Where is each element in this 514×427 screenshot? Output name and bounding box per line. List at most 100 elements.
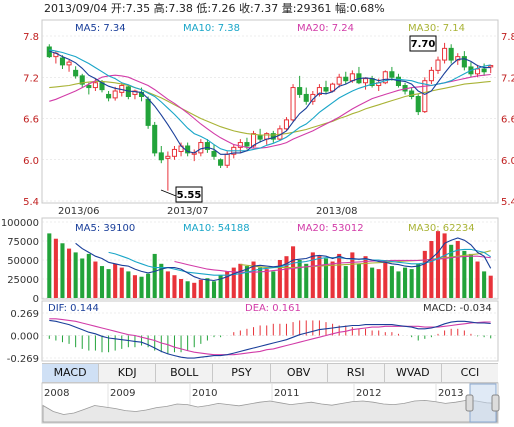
volume-bar xyxy=(86,253,91,298)
tab-obv[interactable]: OBV xyxy=(271,364,328,382)
volume-bar xyxy=(159,263,164,298)
volume-tick: 0 xyxy=(33,294,39,305)
candle-body xyxy=(92,82,98,89)
volume-bar xyxy=(363,256,368,298)
volume-bar xyxy=(330,261,335,298)
price-axis-right: 7.8 7.2 6.6 6.0 5.4 xyxy=(501,32,514,208)
low-annotation: 5.55 xyxy=(177,190,202,201)
candle-body xyxy=(132,90,138,95)
candle-body xyxy=(435,59,441,71)
candle-body xyxy=(488,65,494,68)
volume-label: 量: xyxy=(281,2,297,15)
macd-tick: 0.269 xyxy=(10,309,39,320)
volume-bar xyxy=(376,269,381,298)
volume-bar xyxy=(132,275,137,298)
volume-bar xyxy=(119,267,124,298)
low-value: 7.26 xyxy=(211,2,236,15)
volume-bar xyxy=(146,273,151,298)
volume-bar xyxy=(99,266,105,298)
dif-label: DIF: 0.144 xyxy=(48,303,99,314)
price-ma5-line xyxy=(49,50,491,155)
macd-panel[interactable] xyxy=(41,300,499,362)
price-tick-right: 7.8 xyxy=(501,32,514,43)
volume-bar xyxy=(284,256,289,298)
volume-bar xyxy=(462,250,467,298)
dea-label: DEA: 0.161 xyxy=(245,303,301,314)
volume-bar xyxy=(205,278,210,298)
overview-right-handle[interactable] xyxy=(491,394,500,412)
volume-ma-lines xyxy=(75,237,492,282)
volume-tick: 100000 xyxy=(1,218,39,229)
close-value: 7.37 xyxy=(253,2,279,15)
candle-body xyxy=(158,152,164,161)
volume-bar xyxy=(317,256,322,298)
date-label-2: 2013/07 xyxy=(167,206,209,217)
volume-bar xyxy=(389,266,394,298)
high-annotation: 7.70 xyxy=(411,39,436,50)
price-ma10-line xyxy=(49,49,491,152)
macd-lines xyxy=(49,318,491,359)
volume-bar xyxy=(356,263,361,298)
volume-tick: 50000 xyxy=(7,256,39,267)
volume-bar xyxy=(488,275,493,298)
tab-kdj[interactable]: KDJ xyxy=(99,364,157,382)
close-label: 收: xyxy=(239,2,254,15)
open-value: 7.35 xyxy=(125,2,151,15)
volume-bar xyxy=(258,267,263,298)
tab-rsi[interactable]: RSI xyxy=(328,364,385,382)
volume-bar xyxy=(383,260,388,298)
candle-body xyxy=(442,47,448,61)
vol-ma30-label: MA30: 62234 xyxy=(408,223,475,234)
tab-psy[interactable]: PSY xyxy=(213,364,271,382)
candle-body xyxy=(428,69,434,82)
open-label: 开: xyxy=(110,2,126,15)
candle-body xyxy=(66,61,72,66)
tab-cci[interactable]: CCI xyxy=(460,366,480,379)
volume-bar xyxy=(416,263,421,298)
volume-bar xyxy=(370,267,375,298)
candle-body xyxy=(409,90,415,97)
volume-panel[interactable] xyxy=(41,217,499,300)
dea-line xyxy=(49,318,491,356)
volume-ma30-line xyxy=(240,250,491,269)
volume-axis: 100000 75000 50000 25000 0 xyxy=(1,218,39,305)
candle-body xyxy=(106,93,112,99)
candle-body xyxy=(316,87,322,95)
volume-bar xyxy=(291,246,296,298)
tab-boll[interactable]: BOLL xyxy=(156,364,214,382)
volume-bar xyxy=(53,238,58,298)
price-ma-lines xyxy=(49,49,491,155)
volume-bar xyxy=(297,260,302,298)
price-tick-right: 6.0 xyxy=(501,156,514,167)
volume-bar xyxy=(231,267,236,298)
volume-bar xyxy=(271,271,276,298)
volume-bar xyxy=(409,269,414,298)
overview-left-handle[interactable] xyxy=(465,394,474,412)
volume-bar xyxy=(60,243,65,298)
tab-wvad[interactable]: WVAD xyxy=(385,364,442,382)
volume-bar xyxy=(304,263,309,298)
price-tick-left: 6.0 xyxy=(23,156,39,167)
macd-grid xyxy=(42,312,498,359)
macd-tick: -0.269 xyxy=(7,354,39,365)
candle-body xyxy=(165,155,171,159)
price-ma10-label: MA10: 7.38 xyxy=(183,23,240,34)
candle-body xyxy=(145,98,151,126)
change-value: 0.68% xyxy=(349,2,385,15)
macd-tick: 0.000 xyxy=(10,332,39,343)
candle-body xyxy=(204,142,210,150)
price-tick-right: 6.6 xyxy=(501,115,514,126)
macd-axis: 0.269 0.000 -0.269 xyxy=(7,309,39,365)
candle-body xyxy=(250,133,257,147)
vol-ma10-label: MA10: 54188 xyxy=(183,223,250,234)
volume-bar xyxy=(442,233,447,298)
volume-bar xyxy=(429,241,434,298)
candle-body xyxy=(112,90,118,99)
volume-bar xyxy=(198,279,203,298)
price-tick-right: 5.4 xyxy=(501,197,514,208)
volume-bar xyxy=(337,253,342,298)
candle-body xyxy=(362,78,369,84)
tab-macd[interactable]: MACD xyxy=(42,364,100,382)
candle-body xyxy=(198,142,204,154)
